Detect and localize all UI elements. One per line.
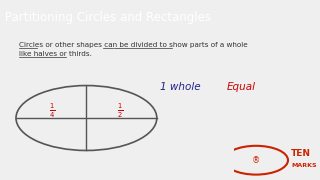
Text: MARKS: MARKS [291,163,317,168]
Text: ®: ® [252,156,260,165]
Text: Circles or other shapes can be divided to show parts of a whole: Circles or other shapes can be divided t… [19,42,248,48]
Text: $\frac{1}{2}$: $\frac{1}{2}$ [117,102,124,120]
Text: $\frac{1}{4}$: $\frac{1}{4}$ [49,102,56,120]
Text: Partitioning Circles and Rectangles: Partitioning Circles and Rectangles [5,11,211,24]
Text: 1 whole: 1 whole [160,82,201,92]
Text: Equal: Equal [227,82,256,92]
Text: like halves or thirds.: like halves or thirds. [19,51,92,57]
Text: TEN: TEN [291,149,311,158]
